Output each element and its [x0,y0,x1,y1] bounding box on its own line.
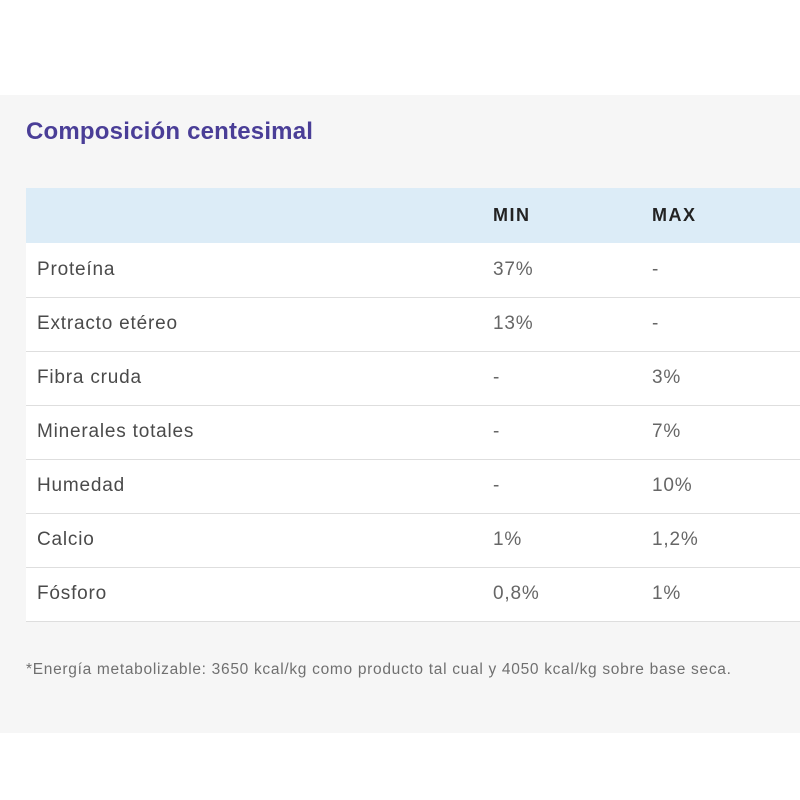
row-max-value: - [652,313,660,334]
table-row: Extracto etéreo 13% - [26,297,800,351]
row-max-value: 3% [652,367,682,388]
table-row: Minerales totales - 7% [26,405,800,459]
table-header-row: MIN MAX [26,188,800,243]
row-max-value: 7% [652,421,682,442]
table-row: Fibra cruda - 3% [26,351,800,405]
section-title: Composición centesimal [26,118,314,145]
row-nutrient-name: Humedad [37,475,125,496]
table-row: Fósforo 0,8% 1% [26,567,800,621]
row-max-value: 1,2% [652,529,699,550]
row-min-value: 37% [493,258,534,280]
row-min-value: - [493,421,501,442]
row-nutrient-name: Extracto etéreo [37,313,178,334]
composition-panel [0,95,800,733]
row-min-value: - [493,367,501,388]
row-max-value: 1% [652,583,682,604]
row-min-value: 1% [493,529,523,550]
header-nutrient [26,188,493,243]
table-row: Proteína 37% - [26,243,800,297]
row-min-value: - [493,475,501,496]
table-row: Humedad - 10% [26,459,800,513]
row-max-value: - [652,258,660,280]
table-row: Calcio 1% 1,2% [26,513,800,567]
row-nutrient-name: Fibra cruda [37,367,142,388]
row-nutrient-name: Fósforo [37,583,108,604]
row-min-value: 0,8% [493,583,540,604]
header-min: MIN [493,205,531,225]
row-max-value: 10% [652,475,693,496]
row-min-value: 13% [493,313,534,334]
row-nutrient-name: Proteína [37,258,116,280]
row-nutrient-name: Calcio [37,529,95,550]
composition-table: MIN MAX Proteína 37% - Extracto etéreo 1… [26,188,800,622]
header-max: MAX [652,205,697,225]
energy-footnote: *Energía metabolizable: 3650 kcal/kg com… [26,661,732,678]
row-nutrient-name: Minerales totales [37,421,195,442]
